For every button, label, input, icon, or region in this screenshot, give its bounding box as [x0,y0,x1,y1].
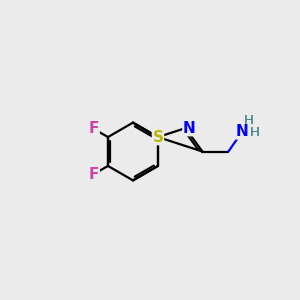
Text: F: F [89,122,99,136]
Text: H: H [250,126,260,139]
Text: F: F [89,167,99,182]
Text: F: F [89,122,99,136]
Text: H: H [243,114,253,127]
Text: F: F [89,167,99,182]
Text: N: N [236,124,249,139]
Text: N: N [183,121,196,136]
Text: H: H [250,126,260,139]
Text: S: S [152,130,164,145]
Text: N: N [236,124,249,139]
Text: N: N [183,121,196,136]
Text: H: H [243,114,253,127]
Text: S: S [152,130,164,145]
